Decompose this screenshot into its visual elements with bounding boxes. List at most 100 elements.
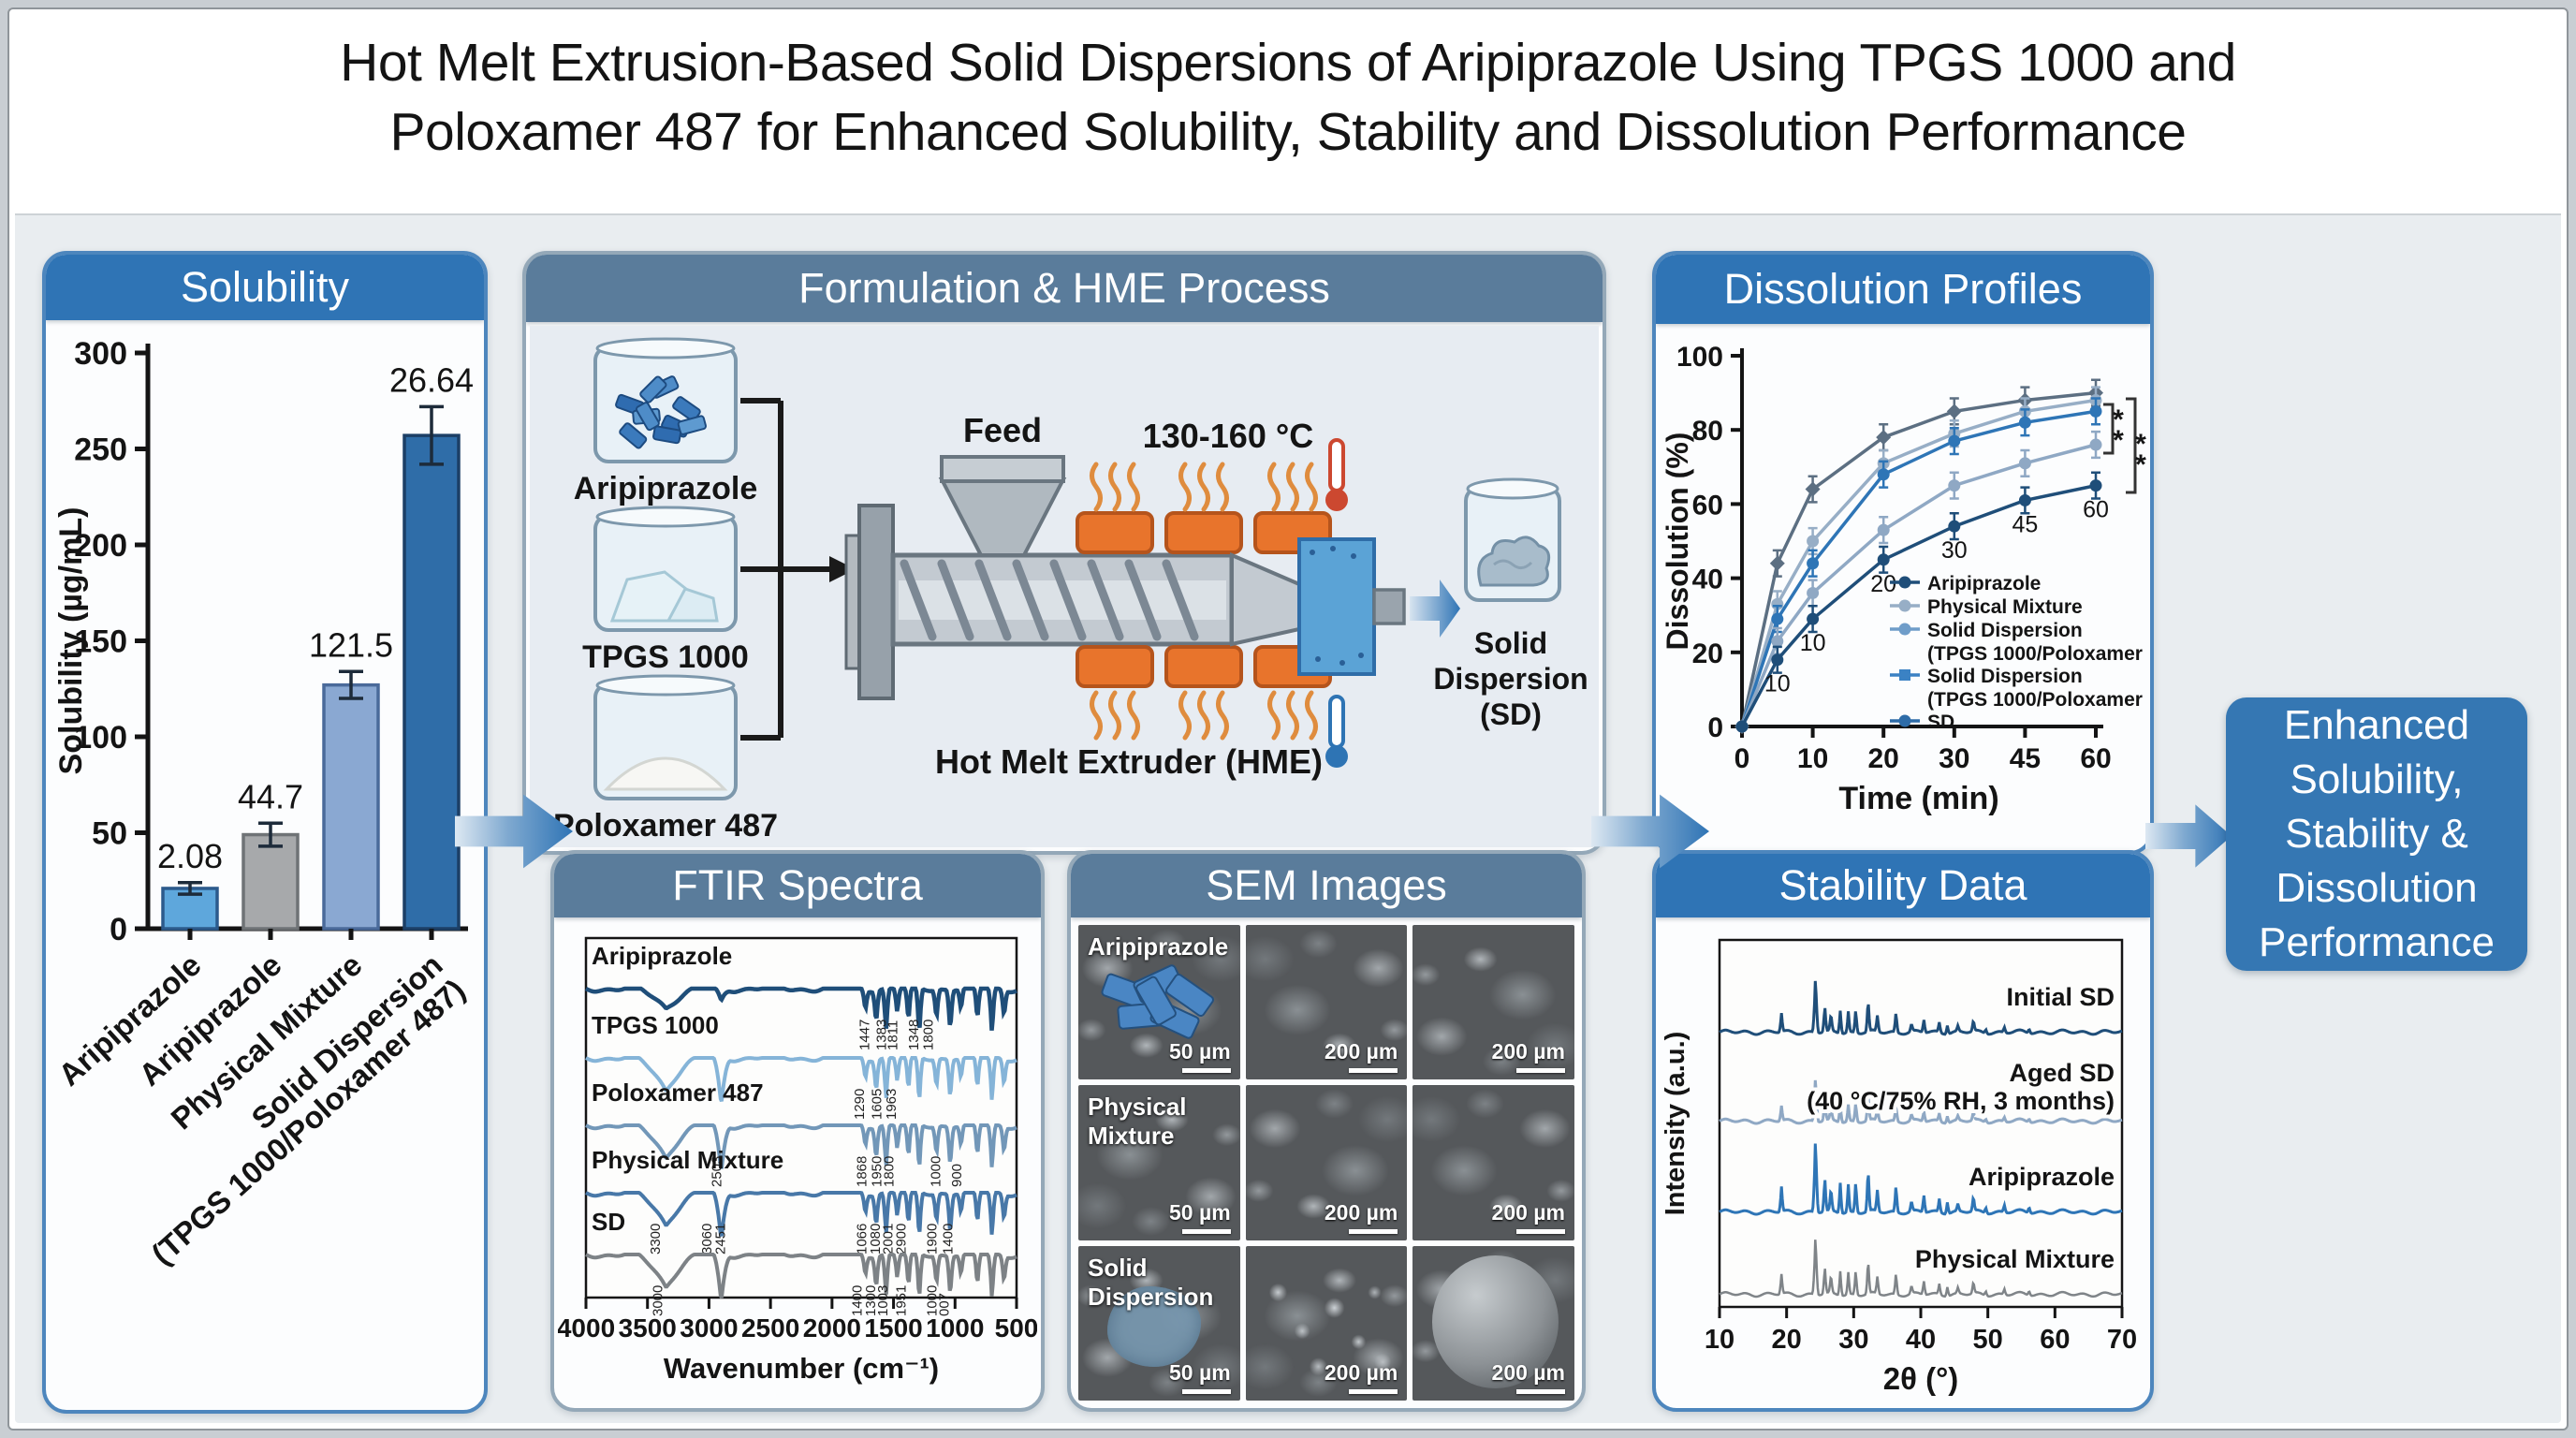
significance-star: * [2113,404,2124,435]
x-tick-label: 50 [1973,1325,2003,1355]
dissolution-panel: Dissolution Profiles 0 20 40 60 80 100 0 10 20 30… [1652,251,2154,855]
ftir-trace [585,1056,1017,1103]
plot-box [1718,938,2124,1309]
y-tick-label: 40 [1692,565,1723,595]
ftir-peak-text: 1066 [855,1224,871,1255]
heat-wave [1197,690,1210,741]
y-tick-label: 0 [1707,712,1723,743]
x-tick-label: 1000 [926,1313,984,1343]
extruder-motor [857,504,895,700]
xrd-trace [1719,980,2123,1036]
formulation-diagram: Aripiprazole TPGS 1000 Poloxamer 487 Feed 13… [530,326,1599,847]
significance-bracket [2103,403,2115,455]
dissolution-chart: 0 20 40 60 80 100 0 10 20 30 45 60 Time (min) Dissolu… [1661,342,2146,816]
sem-row-label: Aripiprazole [1088,932,1229,961]
beaker-tpgs [593,506,738,632]
y-axis-label: Solubility (µg/mL) [53,507,89,775]
x-axis-label: Wavenumber (cm⁻¹) [664,1352,939,1385]
significance-star: * [2135,429,2146,460]
thermometer-cold-bulb [1325,745,1348,768]
ftir-peak-label: 3000 [651,1285,666,1316]
sem-sd-blob-graphic [1107,1285,1202,1367]
screw-flight [1124,559,1162,641]
series-marker [1946,404,1962,419]
x-tick-label: 0 [1734,743,1750,774]
x-tick-label: 2500 [741,1313,799,1343]
screw-flight [1087,559,1124,641]
legend-label: Solid Dispersion [1927,666,2083,687]
ftir-peak-text: 3300 [648,1224,664,1255]
series-marker [1805,481,1821,497]
output-label-line: (SD) [1480,697,1542,731]
heater-block [1076,511,1154,554]
ftir-trace [585,1123,1017,1170]
x-tick-label: 3000 [680,1313,738,1343]
y-tick-label: 80 [1692,416,1723,447]
sem-row-label: Solid Dispersion [1088,1253,1214,1311]
sem-cell: 200 µm [1412,925,1574,1080]
thermometer-hot [1328,438,1345,492]
ftir-peak-label: 1400 [849,1285,865,1316]
point-annotation: 10 [1764,671,1791,697]
stability-panel-header: Stability Data [1656,854,2150,917]
significance-star: * [2113,425,2124,456]
ftir-peak-label: 1000 [929,1156,944,1187]
legend-marker [1898,576,1911,589]
formulation-panel-title: Formulation & HME Process [798,264,1330,312]
series-marker [1807,535,1820,548]
beaker-aripiprazole [593,337,738,463]
ftir-peak-text: 1348 [906,1020,922,1050]
heat-wave [1267,690,1281,741]
xrd-trace-label: Aripiprazole [1969,1163,2115,1191]
dissolution-panel-header: Dissolution Profiles [1656,255,2150,324]
ftir-peak-label: 1963 [884,1089,900,1120]
beaker-label-tpgs: TPGS 1000 [582,639,749,675]
bar-value-label: 26.64 [389,360,474,399]
ftir-panel-header: FTIR Spectra [554,854,1041,917]
heater-block [1164,645,1243,688]
error-bar [339,669,363,700]
beaker-rim [595,337,736,360]
x-tick-label: 45 [2010,743,2041,774]
y-tick-label: 20 [1692,638,1723,669]
ftir-peak-label: 900 [949,1164,965,1187]
series-marker [1807,612,1820,625]
x-tick-label: 2000 [803,1313,861,1343]
y-tick-label: 100 [74,720,127,756]
ftir-trace [584,986,1017,1031]
xrd-trace-label: Initial SD [2006,983,2115,1011]
ftir-trace-label: TPGS 1000 [592,1011,719,1039]
sem-scale-bar [1349,1388,1398,1394]
ftir-peak-text: 1400 [849,1285,865,1316]
xrd-trace-label: Physical Mixture [1915,1245,2115,1273]
sem-scale-label: 50 µm [1168,1359,1231,1385]
heat-wave [1286,462,1299,512]
sem-scale-label: 50 µm [1168,1199,1231,1225]
chunk [666,587,719,623]
sem-scale-label: 50 µm [1168,1039,1231,1064]
series-marker [1948,434,1961,448]
ftir-peak-label: 2900 [894,1224,910,1255]
stability-panel: Stability Data Initial SD Aged SD (40 °C/7… [1652,850,2154,1412]
heat-wave [1305,690,1318,741]
x-tick-label: 4000 [558,1313,615,1343]
beaker-solid-dispersion [1464,477,1561,602]
series-marker [2089,479,2102,492]
ftir-peak-label: 1800 [921,1020,937,1050]
solubility-panel-header: Solubility [46,255,484,320]
sem-cell: 200 µm [1245,925,1408,1080]
significance-star: * [2135,449,2146,480]
sem-cell: Physical Mixture 50 µm [1078,1085,1240,1240]
die-speckle [1358,653,1364,658]
error-bar [178,881,202,896]
legend-marker [1899,669,1910,681]
legend-sublabel: (TPGS 1000/Poloxamer 487) [1927,643,2146,665]
series-marker [1876,430,1892,446]
series-marker [1877,553,1890,566]
series-marker [1807,557,1820,570]
series-marker [2089,438,2102,451]
y-tick-label: 200 [74,528,127,564]
beaker-poloxamer [593,674,738,800]
heat-wave [1090,462,1103,512]
legend-label: Physical Mixture [1927,596,2083,618]
